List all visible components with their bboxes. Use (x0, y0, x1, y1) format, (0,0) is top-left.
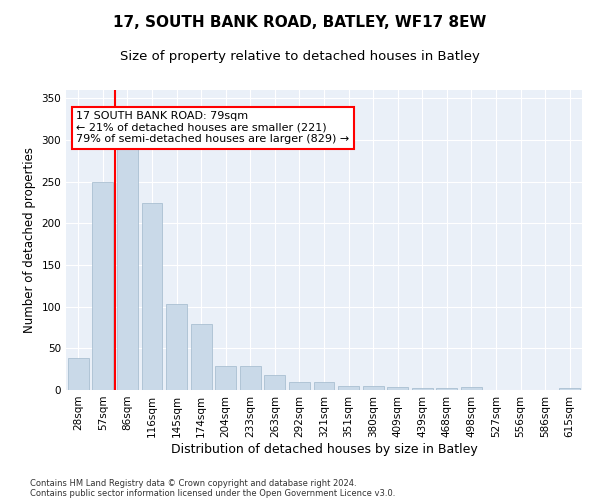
Bar (387, 386, 408, 390)
Bar (265, 375, 286, 390)
Bar (166, 304, 187, 390)
Y-axis label: Number of detached properties: Number of detached properties (23, 147, 36, 333)
X-axis label: Distribution of detached houses by size in Batley: Distribution of detached houses by size … (170, 442, 478, 456)
Bar (68, 358, 89, 390)
Text: 17 SOUTH BANK ROAD: 79sqm
← 21% of detached houses are smaller (221)
79% of semi: 17 SOUTH BANK ROAD: 79sqm ← 21% of detac… (76, 111, 350, 144)
Bar (142, 202, 163, 390)
Bar (117, 148, 138, 390)
Bar (461, 386, 482, 390)
Bar (362, 386, 383, 390)
Bar (314, 382, 334, 390)
Bar (338, 386, 359, 390)
Bar (412, 388, 433, 390)
Bar (215, 366, 236, 390)
Bar (289, 382, 310, 390)
Text: 17, SOUTH BANK ROAD, BATLEY, WF17 8EW: 17, SOUTH BANK ROAD, BATLEY, WF17 8EW (113, 15, 487, 30)
Bar (92, 182, 113, 390)
Bar (436, 388, 457, 390)
Bar (191, 324, 212, 390)
Bar (240, 366, 261, 390)
Text: Size of property relative to detached houses in Batley: Size of property relative to detached ho… (120, 50, 480, 63)
Bar (559, 388, 580, 390)
Text: Contains HM Land Registry data © Crown copyright and database right 2024.: Contains HM Land Registry data © Crown c… (30, 478, 356, 488)
Text: Contains public sector information licensed under the Open Government Licence v3: Contains public sector information licen… (30, 488, 395, 498)
